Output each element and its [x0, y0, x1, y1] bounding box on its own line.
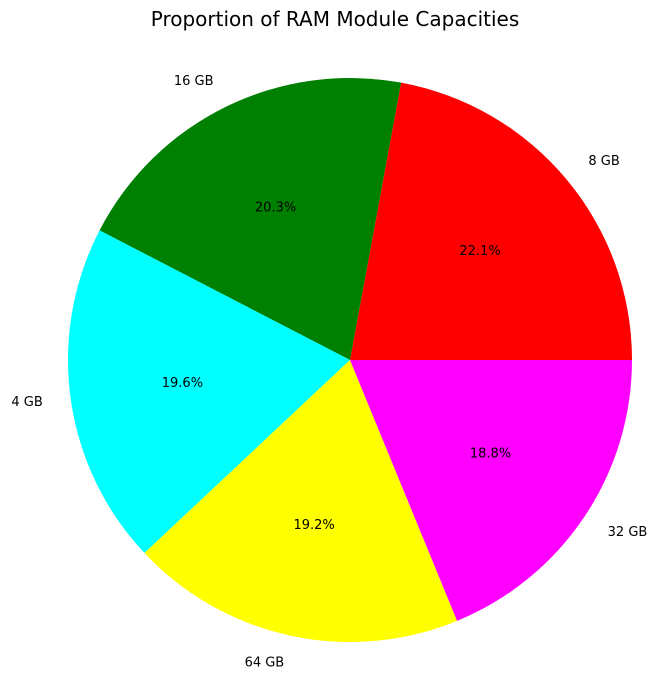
- slice-label-4-gb: 4 GB: [11, 395, 42, 410]
- slice-percent-32-gb: 18.8%: [470, 447, 511, 462]
- pie-slice-8-gb: [350, 82, 632, 360]
- slice-percent-8-gb: 22.1%: [459, 244, 500, 259]
- pie-slices: [68, 78, 632, 642]
- slice-label-8-gb: 8 GB: [588, 154, 619, 169]
- chart-title: Proportion of RAM Module Capacities: [151, 7, 520, 31]
- pie-slice-32-gb: [350, 360, 632, 621]
- slice-label-32-gb: 32 GB: [608, 525, 648, 540]
- pie-slice-64-gb: [144, 360, 458, 642]
- pie-labels: 8 GB 22.1% 16 GB 20.3% 4 GB 19.6% 64 GB 19.2% 32…: [11, 74, 647, 671]
- slice-percent-64-gb: 19.2%: [293, 518, 334, 533]
- slice-label-64-gb: 64 GB: [245, 656, 285, 671]
- pie-slice-16-gb: [99, 78, 402, 361]
- slice-percent-16-gb: 20.3%: [255, 201, 296, 216]
- pie-slice-4-gb: [68, 230, 350, 554]
- slice-label-16-gb: 16 GB: [174, 74, 214, 89]
- slice-percent-4-gb: 19.6%: [162, 376, 203, 391]
